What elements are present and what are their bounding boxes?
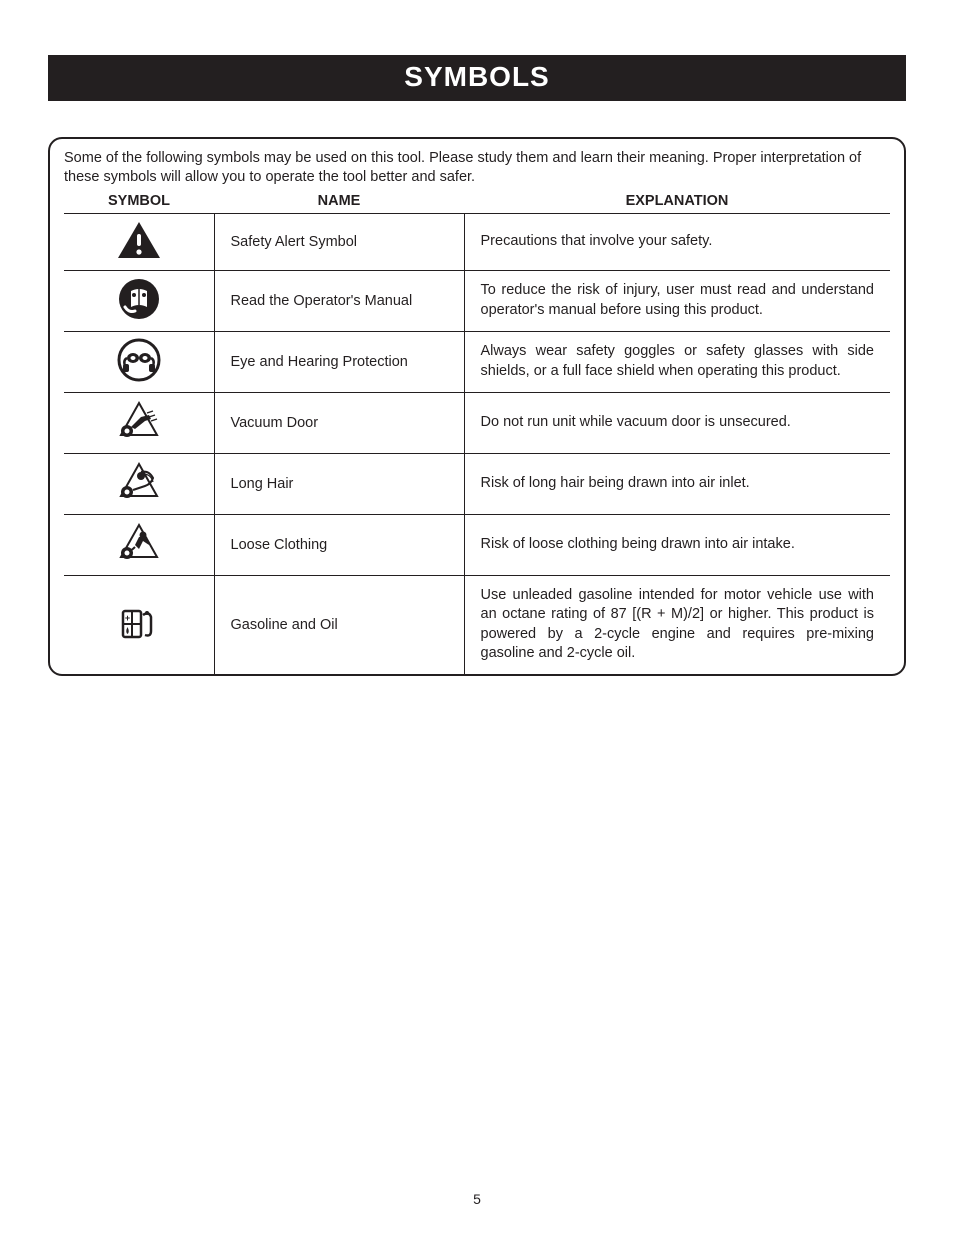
symbols-box: Some of the following symbols may be use… [48,137,906,676]
row-explanation: Precautions that involve your safety. [464,213,890,270]
table-row: Long Hair Risk of long hair being drawn … [64,453,890,514]
row-name: Safety Alert Symbol [214,213,464,270]
row-explanation: Do not run unit while vacuum door is uns… [464,392,890,453]
row-name: Long Hair [214,453,464,514]
vacuum-door-icon [115,399,163,447]
row-name: Eye and Hearing Protection [214,331,464,392]
table-row: Loose Clothing Risk of loose clothing be… [64,514,890,575]
table-row: + Gasoline and Oil Use unleaded gasoline… [64,575,890,674]
row-explanation: Use unleaded gasoline intended for motor… [464,575,890,674]
row-name: Gasoline and Oil [214,575,464,674]
row-explanation: Risk of long hair being drawn into air i… [464,453,890,514]
row-name: Read the Operator's Manual [214,270,464,331]
symbols-table: Safety Alert Symbol Precautions that inv… [64,213,890,674]
row-explanation: Risk of loose clothing being drawn into … [464,514,890,575]
table-row: Eye and Hearing Protection Always wear s… [64,331,890,392]
eye-hearing-icon [117,338,161,386]
page-title: SYMBOLS [404,61,549,92]
page-number: 5 [0,1191,954,1207]
read-manual-icon [117,277,161,325]
svg-text:+: + [125,613,130,623]
row-explanation: Always wear safety goggles or safety gla… [464,331,890,392]
safety-alert-icon [116,220,162,264]
row-name: Loose Clothing [214,514,464,575]
long-hair-icon [115,460,163,508]
gas-oil-icon: + [117,603,161,647]
row-name: Vacuum Door [214,392,464,453]
intro-text: Some of the following symbols may be use… [64,149,890,187]
column-headers: SYMBOL NAME EXPLANATION [64,193,890,209]
row-explanation: To reduce the risk of injury, user must … [464,270,890,331]
table-row: Safety Alert Symbol Precautions that inv… [64,213,890,270]
page-title-bar: SYMBOLS [48,55,906,101]
loose-clothing-icon [115,521,163,569]
header-symbol: SYMBOL [64,193,214,209]
table-row: Read the Operator's Manual To reduce the… [64,270,890,331]
table-row: Vacuum Door Do not run unit while vacuum… [64,392,890,453]
header-explanation: EXPLANATION [464,193,890,209]
header-name: NAME [214,193,464,209]
